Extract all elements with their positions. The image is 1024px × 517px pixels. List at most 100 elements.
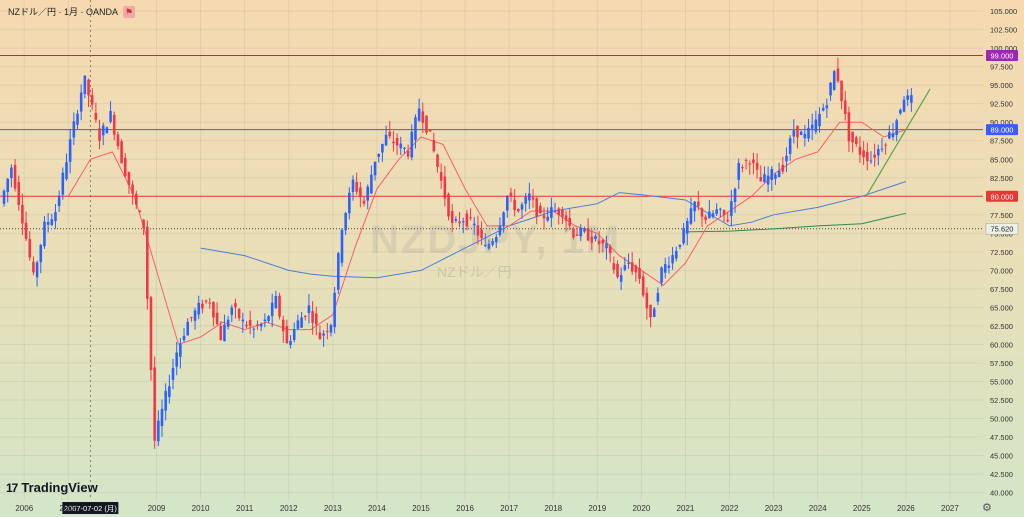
candle-body xyxy=(21,204,24,224)
candle-body xyxy=(79,92,83,112)
candle-body xyxy=(711,213,715,217)
y-tick-label: 82.500 xyxy=(990,174,1013,183)
crosshair: 2007-07-02 (月) xyxy=(62,0,119,514)
candle-body xyxy=(572,228,575,238)
candle-body xyxy=(638,268,641,279)
candle-body xyxy=(557,208,561,215)
price-line-label-box xyxy=(986,190,1018,202)
candle-body xyxy=(414,117,417,140)
candle-body xyxy=(458,221,461,224)
candle-body xyxy=(884,144,887,146)
tv-logo-icon: 17 xyxy=(6,480,18,495)
candle-body xyxy=(619,275,623,282)
candle-body xyxy=(406,150,410,157)
candle-body xyxy=(164,390,167,411)
y-tick-label: 70.000 xyxy=(990,266,1013,275)
sma-long-line xyxy=(685,212,907,233)
y-tick-label: 87.500 xyxy=(990,137,1013,146)
candle-body xyxy=(17,182,21,206)
candle-body xyxy=(388,131,392,137)
tradingview-logo[interactable]: 17 TradingView xyxy=(6,480,98,495)
candle-body xyxy=(439,171,443,181)
candle-body xyxy=(10,167,13,179)
candle-body xyxy=(840,80,843,102)
candle-body xyxy=(223,324,226,342)
candle-body xyxy=(719,208,722,210)
candle-body xyxy=(245,324,248,327)
candle-body xyxy=(869,160,873,162)
candle-body xyxy=(785,155,788,162)
candle-body xyxy=(201,303,204,309)
candle-body xyxy=(697,201,700,207)
candle-body xyxy=(671,255,674,264)
candle-body xyxy=(494,237,498,243)
candle-body xyxy=(204,300,208,302)
candle-body xyxy=(219,325,223,341)
candle-body xyxy=(370,174,373,194)
candle-body xyxy=(54,212,57,222)
candle-body xyxy=(656,292,660,302)
candle-body xyxy=(76,113,79,125)
candle-body xyxy=(322,333,325,336)
candle-body xyxy=(190,317,193,319)
sma-slow-line xyxy=(200,181,907,279)
candle-body xyxy=(847,112,851,142)
candle-body xyxy=(337,253,340,290)
candle-body xyxy=(443,176,447,199)
candle-body xyxy=(362,200,366,204)
candle-body xyxy=(6,178,9,192)
candle-body xyxy=(57,195,61,207)
candle-body xyxy=(348,192,351,214)
candle-body xyxy=(292,329,296,340)
y-tick-label: 47.500 xyxy=(990,433,1013,442)
candle-body xyxy=(564,215,568,221)
candle-body xyxy=(590,236,594,243)
trendline xyxy=(865,88,931,197)
candle-body xyxy=(810,124,814,129)
candle-body xyxy=(28,239,32,258)
candle-body xyxy=(123,157,127,177)
candle-body xyxy=(686,220,689,234)
candle-body xyxy=(179,343,182,357)
x-tick-label: 2010 xyxy=(192,504,210,513)
candle-body xyxy=(880,148,884,150)
candle-body xyxy=(818,113,821,127)
flag-icon[interactable]: ⚑ xyxy=(123,5,136,18)
candle-body xyxy=(146,226,149,299)
gear-icon[interactable]: ⚙ xyxy=(982,502,992,514)
candle-body xyxy=(193,310,197,321)
candle-body xyxy=(98,128,101,141)
candle-body xyxy=(759,177,763,182)
y-tick-label: 50.000 xyxy=(990,415,1013,424)
x-tick-label: 2009 xyxy=(148,504,166,513)
price-line-label: 99.000 xyxy=(991,52,1014,61)
candle-body xyxy=(311,311,314,323)
candle-body xyxy=(730,201,733,216)
candle-body xyxy=(314,313,318,325)
candle-body xyxy=(902,99,906,112)
candle-body xyxy=(906,95,909,100)
candle-body xyxy=(854,137,858,145)
symbol-legend[interactable]: NZドル／円 · 1月 · OANDA ⚑ xyxy=(8,5,136,18)
candle-body xyxy=(153,367,156,441)
candle-body xyxy=(704,216,707,221)
candle-body xyxy=(447,194,450,217)
candle-body xyxy=(741,167,744,169)
price-line-label: 80.000 xyxy=(991,192,1014,201)
price-line-label-box xyxy=(986,50,1018,62)
candle-body xyxy=(351,179,355,192)
candle-body xyxy=(483,244,487,246)
x-tick-label: 2027 xyxy=(941,504,959,513)
candle-body xyxy=(535,198,538,217)
price-line-label: 89.000 xyxy=(991,126,1014,135)
candle-body xyxy=(616,263,619,278)
candle-body xyxy=(395,137,399,146)
candle-body xyxy=(583,229,586,232)
candle-body xyxy=(627,262,630,264)
candle-body xyxy=(777,170,781,178)
y-tick-label: 67.500 xyxy=(990,285,1013,294)
x-tick-label: 2025 xyxy=(853,504,871,513)
